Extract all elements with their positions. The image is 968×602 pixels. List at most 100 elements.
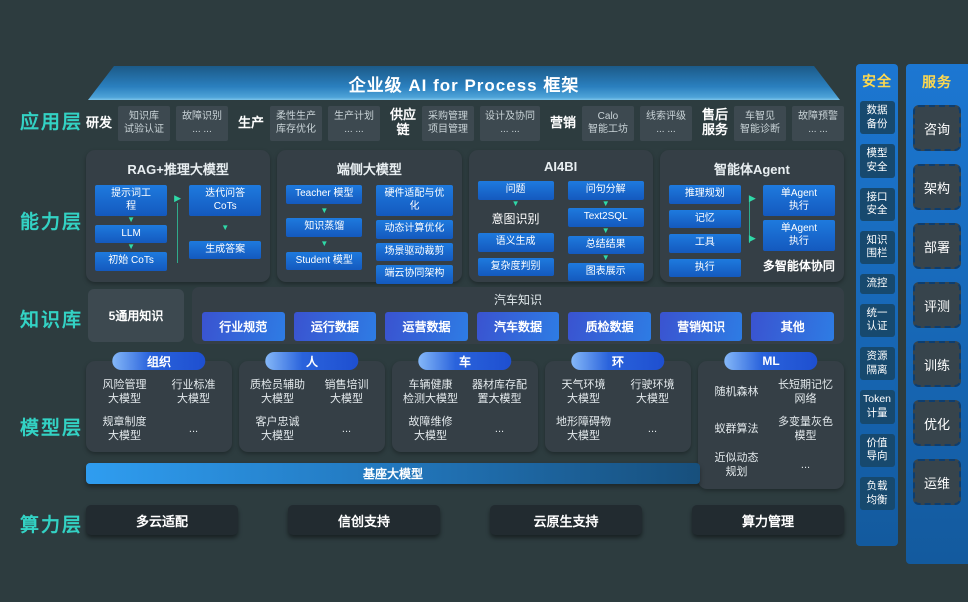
auto-knowledge-title: 汽车知识 <box>493 293 542 307</box>
model-item: 地形障碍物 大模型 <box>556 415 611 442</box>
model-item: 规章制度 大模型 <box>102 415 147 442</box>
node-llm: LLM <box>95 224 168 244</box>
node-generate-answer: 生成答案 <box>189 240 262 260</box>
node-tools: 工具 <box>668 234 741 253</box>
model-item: ... <box>188 422 199 435</box>
layer-label-application: 应用层 <box>20 112 84 133</box>
model-item: 销售培训 大模型 <box>324 379 369 406</box>
app-group-label: 营销 <box>549 114 576 130</box>
service-item-training: 训练 <box>913 341 961 387</box>
node-text2sql: Text2SQL <box>567 208 644 227</box>
panel-title: 智能体Agent <box>713 162 790 177</box>
arrow-right-icon: ▶ <box>174 193 182 203</box>
panel-title: 端侧大模型 <box>336 162 402 177</box>
arrow-down-icon: ▼ <box>601 198 610 208</box>
node-scene-pruning: 场景驱动裁剪 <box>376 242 453 261</box>
node-memory: 记忆 <box>668 209 741 228</box>
node-reasoning-planning: 推理规划 <box>668 185 741 204</box>
node-chart-display: 图表展示 <box>567 262 644 282</box>
model-col-ml: ML 随机森林 长短期记忆 网络 蚁群算法 多变量灰色 模型 近似动态 规划 .… <box>698 352 844 489</box>
model-item: 长短期记忆 网络 <box>778 379 833 406</box>
service-item-architecture: 架构 <box>913 164 961 210</box>
rag-right-column: 迭代问答 CoTs ▼ 生成答案 <box>189 185 262 271</box>
pill-organization: 组织 <box>112 352 206 370</box>
model-item: ... <box>800 459 811 472</box>
panel-title: AI4BI <box>544 159 578 174</box>
arrow-down-icon: ▼ <box>127 242 136 252</box>
app-group-production: 生产 柔性生产 库存优化 生产计划 ... ... <box>237 105 380 141</box>
node-question: 问题 <box>477 181 554 200</box>
security-item-load-balancing: 负载 均衡 <box>859 476 895 511</box>
arrow-down-icon: ▼ <box>601 253 610 263</box>
model-item: 客户忠诚 大模型 <box>255 415 300 442</box>
app-item: 知识库 试验认证 <box>118 105 171 141</box>
page-title: 企业级 AI for Process 框架 <box>348 75 580 95</box>
app-item: 设计及协同 ... ... <box>479 105 540 141</box>
service-header: 服务 <box>922 74 952 90</box>
arrow-down-icon: ▼ <box>320 238 329 248</box>
model-item: ... <box>494 422 505 435</box>
node-initial-cots: 初始 CoTs <box>95 252 168 271</box>
model-item: 随机森林 <box>714 386 759 399</box>
pill-ml: ML <box>724 352 818 370</box>
knowledge-item-operations-data: 运营数据 <box>385 312 468 341</box>
base-foundation-model-bar: 基座大模型 <box>86 463 700 484</box>
arrow-right-icon: ▶ <box>748 193 756 203</box>
model-item: 器材库存配 置大模型 <box>472 379 527 406</box>
node-semantic-generation: 语义生成 <box>477 233 554 252</box>
model-col-people: 人 质检员辅助 大模型 销售培训 大模型 客户忠诚 大模型 ... <box>239 352 385 453</box>
knowledge-item-vehicle-data: 汽车数据 <box>476 312 560 341</box>
model-item: 质检员辅助 大模型 <box>250 379 305 406</box>
panel-agent: 智能体Agent 推理规划 记忆 工具 执行 ▶ ▶ 单Agent <box>659 150 844 282</box>
node-cloud-edge-arch: 端云协同架构 <box>376 265 453 284</box>
panel-rag-reasoning: RAG+推理大模型 提示词工 程 ▼ LLM ▼ 初始 CoTs ▶ 迭代问答 … <box>86 150 271 282</box>
model-item: ... <box>341 422 352 435</box>
security-item-token-metering: Token 计量 <box>859 390 895 424</box>
app-group-marketing: 营销 Calo 智能工坊 线索评级 ... ... <box>549 105 692 141</box>
model-item: 行驶环境 大模型 <box>630 379 675 406</box>
rag-left-column: 提示词工 程 ▼ LLM ▼ 初始 CoTs <box>95 185 168 271</box>
app-group-label: 研发 <box>86 114 113 130</box>
arrow-right-icon: ▶ <box>748 233 756 243</box>
security-column: 安全 数据 备份 模型 安全 接口 安全 知识 围栏 流控 统一 认证 资源 隔… <box>856 64 898 546</box>
pill-people: 人 <box>265 352 359 370</box>
security-item-model-security: 模型 安全 <box>859 144 895 178</box>
ai4bi-left-column: 问题 ▼ 意图识别 语义生成 复杂度判别 <box>477 181 554 281</box>
app-item: 柔性生产 库存优化 <box>270 105 322 141</box>
model-row: 组织 风险管理 大模型 行业标准 大模型 规章制度 大模型 ... 人 质检员辅… <box>86 352 844 489</box>
app-group-label: 生产 <box>237 114 264 130</box>
layer-label-compute: 算力层 <box>20 515 84 536</box>
pill-vehicle: 车 <box>418 352 512 370</box>
compute-management: 算力管理 <box>692 505 844 535</box>
title-banner: 企业级 AI for Process 框架 <box>88 66 840 100</box>
node-knowledge-distillation: 知识蒸馏 <box>286 218 363 237</box>
knowledge-item-other: 其他 <box>751 312 835 341</box>
security-item-value-orientation: 价值 导向 <box>859 433 895 467</box>
capability-row: RAG+推理大模型 提示词工 程 ▼ LLM ▼ 初始 CoTs ▶ 迭代问答 … <box>86 150 844 284</box>
node-complexity-judge: 复杂度判别 <box>477 257 554 277</box>
app-item: 车智见 智能诊断 <box>733 105 786 141</box>
model-item: 蚁群算法 <box>714 422 759 435</box>
security-item-knowledge-guardrail: 知识 围栏 <box>859 230 895 265</box>
app-item: 采购管理 项目管理 <box>421 105 474 141</box>
app-item: 生产计划 ... ... <box>328 105 380 141</box>
security-item-data-backup: 数据 备份 <box>859 101 895 135</box>
node-iterative-qa-cots: 迭代问答 CoTs <box>189 185 262 216</box>
panel-title: RAG+推理大模型 <box>127 162 229 177</box>
security-header: 安全 <box>862 73 892 89</box>
app-item: Calo 智能工坊 <box>581 105 634 141</box>
model-col-organization: 组织 风险管理 大模型 行业标准 大模型 规章制度 大模型 ... <box>86 352 232 453</box>
arrow-down-icon: ▼ <box>127 215 136 224</box>
service-item-optimization: 优化 <box>913 400 961 446</box>
app-group-aftersales: 售后 服务 车智见 智能诊断 故障预警 ... ... <box>701 105 844 141</box>
security-item-api-security: 接口 安全 <box>859 187 895 221</box>
app-group-label: 售后 服务 <box>701 107 728 137</box>
node-teacher-model: Teacher 模型 <box>286 185 363 204</box>
knowledge-item-industry-standards: 行业规范 <box>202 312 285 341</box>
model-item: 近似动态 规划 <box>714 452 759 479</box>
model-item: 行业标准 大模型 <box>171 379 216 406</box>
arrow-down-icon: ▼ <box>221 223 230 232</box>
layer-label-capability: 能力层 <box>20 212 84 233</box>
node-intent-recognition: 意图识别 <box>491 212 540 227</box>
